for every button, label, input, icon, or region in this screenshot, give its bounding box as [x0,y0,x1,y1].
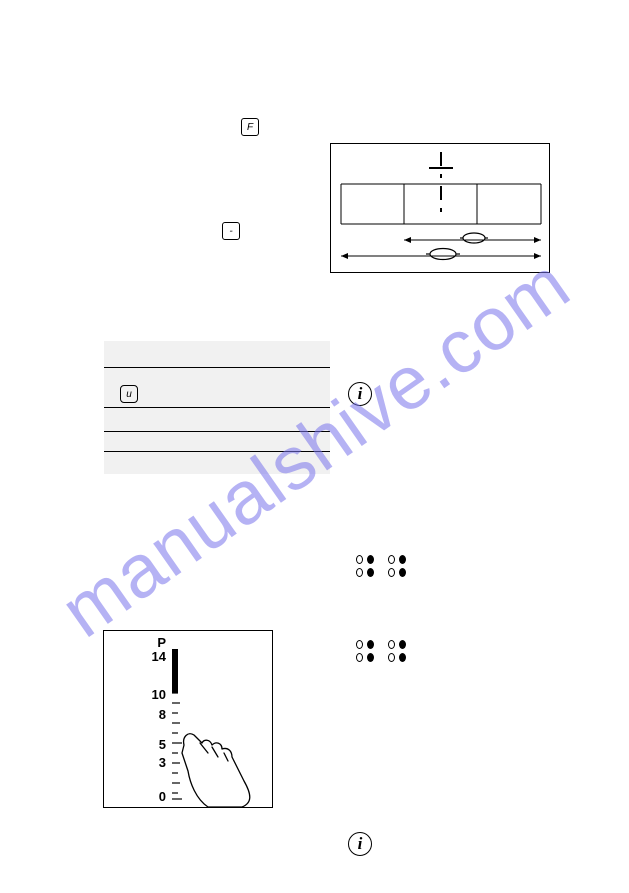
slider-label: 8 [159,707,166,722]
table-row [104,367,330,368]
slider-label: 14 [152,649,167,664]
dot-hollow [356,568,363,577]
grey-table [104,341,330,474]
info-icon: i [348,832,372,856]
dot-filled [367,640,374,649]
dot-hollow [388,640,395,649]
icon-f-box: F [241,118,259,136]
table-row [104,407,330,408]
icon-dash-box: - [222,222,240,240]
dot-hollow [356,640,363,649]
dot-filled [399,555,406,564]
dot-hollow [388,568,395,577]
icon-u-box: u [120,385,138,403]
dot-hollow [388,653,395,662]
table-row [104,431,330,432]
slider-label: P [157,635,166,650]
slider-label: 0 [159,789,166,804]
cooktop-diagram [330,143,550,273]
dot-filled [367,568,374,577]
slider-label: 10 [152,687,166,702]
dot-group [356,555,416,577]
dot-hollow [356,555,363,564]
dot-filled [399,640,406,649]
dot-hollow [356,653,363,662]
dot-filled [367,555,374,564]
info-icon: i [348,382,372,406]
dot-filled [367,653,374,662]
dot-group [356,640,416,662]
slider-label: 5 [159,737,166,752]
dot-filled [399,653,406,662]
slider-figure: P 14 10 8 5 3 0 [103,630,273,808]
slider-label: 3 [159,755,166,770]
dot-hollow [388,555,395,564]
finger-icon [182,734,250,807]
table-row [104,451,330,452]
dot-filled [399,568,406,577]
